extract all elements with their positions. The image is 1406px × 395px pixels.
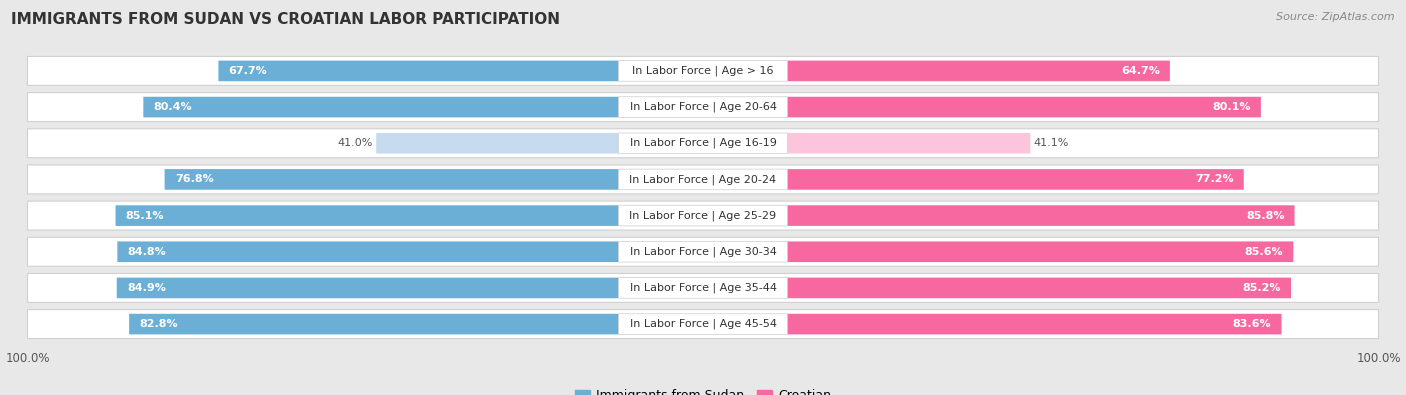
Text: 85.6%: 85.6% (1244, 247, 1284, 257)
FancyBboxPatch shape (28, 129, 1378, 158)
Text: 85.2%: 85.2% (1243, 283, 1281, 293)
FancyBboxPatch shape (115, 205, 619, 226)
FancyBboxPatch shape (619, 314, 787, 335)
Text: In Labor Force | Age 45-54: In Labor Force | Age 45-54 (630, 319, 776, 329)
Text: 80.1%: 80.1% (1212, 102, 1251, 112)
FancyBboxPatch shape (619, 278, 787, 298)
Text: In Labor Force | Age 30-34: In Labor Force | Age 30-34 (630, 246, 776, 257)
Text: 64.7%: 64.7% (1121, 66, 1160, 76)
Text: 84.9%: 84.9% (127, 283, 166, 293)
FancyBboxPatch shape (28, 56, 1378, 85)
FancyBboxPatch shape (619, 241, 787, 262)
FancyBboxPatch shape (28, 273, 1378, 303)
Text: In Labor Force | Age 35-44: In Labor Force | Age 35-44 (630, 283, 776, 293)
FancyBboxPatch shape (787, 97, 1261, 117)
FancyBboxPatch shape (619, 169, 787, 190)
FancyBboxPatch shape (619, 60, 787, 81)
FancyBboxPatch shape (787, 278, 1291, 298)
FancyBboxPatch shape (787, 169, 1244, 190)
FancyBboxPatch shape (787, 241, 1294, 262)
Text: 84.8%: 84.8% (128, 247, 166, 257)
Legend: Immigrants from Sudan, Croatian: Immigrants from Sudan, Croatian (569, 384, 837, 395)
FancyBboxPatch shape (619, 133, 787, 154)
Text: In Labor Force | Age 20-24: In Labor Force | Age 20-24 (630, 174, 776, 185)
Text: 85.1%: 85.1% (125, 211, 165, 220)
FancyBboxPatch shape (619, 97, 787, 117)
FancyBboxPatch shape (143, 97, 619, 117)
Text: 85.8%: 85.8% (1246, 211, 1284, 220)
Text: 41.1%: 41.1% (1033, 138, 1069, 148)
Text: 83.6%: 83.6% (1233, 319, 1271, 329)
FancyBboxPatch shape (28, 201, 1378, 230)
FancyBboxPatch shape (28, 310, 1378, 339)
FancyBboxPatch shape (165, 169, 619, 190)
FancyBboxPatch shape (129, 314, 619, 335)
Text: In Labor Force | Age > 16: In Labor Force | Age > 16 (633, 66, 773, 76)
Text: 76.8%: 76.8% (174, 175, 214, 184)
FancyBboxPatch shape (787, 133, 1031, 154)
Text: 67.7%: 67.7% (229, 66, 267, 76)
FancyBboxPatch shape (218, 60, 619, 81)
Text: 80.4%: 80.4% (153, 102, 193, 112)
FancyBboxPatch shape (117, 278, 619, 298)
Text: In Labor Force | Age 25-29: In Labor Force | Age 25-29 (630, 210, 776, 221)
Text: 77.2%: 77.2% (1195, 175, 1233, 184)
FancyBboxPatch shape (619, 205, 787, 226)
FancyBboxPatch shape (28, 165, 1378, 194)
FancyBboxPatch shape (117, 241, 619, 262)
FancyBboxPatch shape (377, 133, 619, 154)
FancyBboxPatch shape (787, 205, 1295, 226)
Text: In Labor Force | Age 20-64: In Labor Force | Age 20-64 (630, 102, 776, 112)
Text: In Labor Force | Age 16-19: In Labor Force | Age 16-19 (630, 138, 776, 149)
Text: 41.0%: 41.0% (337, 138, 373, 148)
FancyBboxPatch shape (787, 60, 1170, 81)
Text: IMMIGRANTS FROM SUDAN VS CROATIAN LABOR PARTICIPATION: IMMIGRANTS FROM SUDAN VS CROATIAN LABOR … (11, 12, 560, 27)
FancyBboxPatch shape (28, 237, 1378, 266)
FancyBboxPatch shape (787, 314, 1282, 335)
Text: 82.8%: 82.8% (139, 319, 179, 329)
Text: Source: ZipAtlas.com: Source: ZipAtlas.com (1277, 12, 1395, 22)
FancyBboxPatch shape (28, 92, 1378, 122)
